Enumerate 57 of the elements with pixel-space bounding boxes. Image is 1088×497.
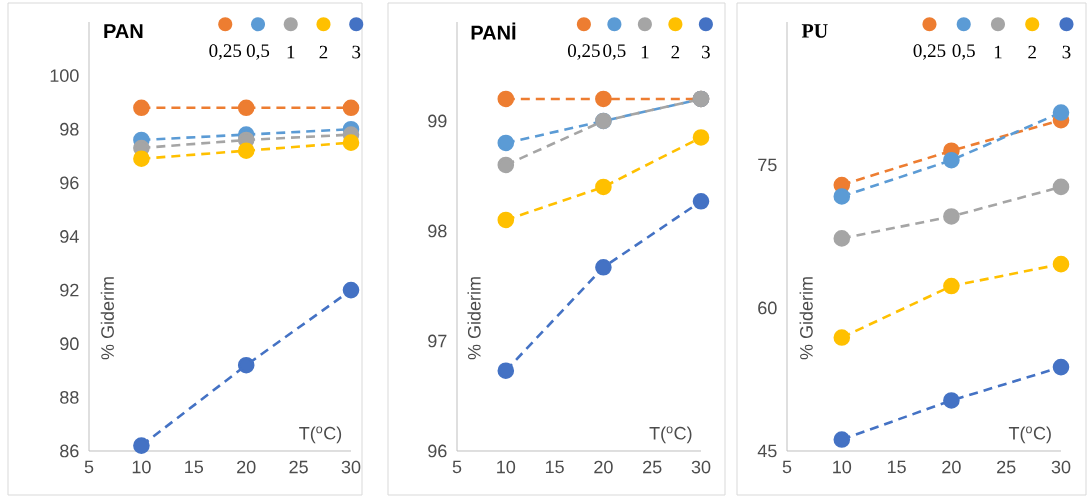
- legend-label: 1: [641, 45, 649, 59]
- legend-label: 1: [287, 45, 295, 59]
- legend-label: 2: [319, 45, 328, 59]
- y-tick-label: 90: [60, 337, 79, 351]
- x-tick-label: 10: [132, 460, 151, 474]
- y-tick-label: 99: [428, 114, 447, 128]
- legend-label: 0,5: [246, 44, 270, 60]
- y-tick-label: 98: [60, 122, 79, 136]
- y-tick-label: 92: [60, 283, 79, 297]
- chart-title: PU: [801, 24, 828, 38]
- x-tick-label: 30: [691, 460, 711, 474]
- legend-label: 1: [994, 45, 1002, 59]
- chart-title: PANİ: [471, 22, 516, 40]
- x-axis-title: T($^{o}$C): [1008, 426, 1051, 444]
- x-tick-label: 25: [643, 460, 662, 474]
- x-tick-label: 15: [545, 460, 564, 474]
- legend-label: 2: [1028, 45, 1036, 59]
- x-tick-label: 5: [452, 460, 462, 474]
- x-tick-label: 20: [942, 460, 961, 474]
- y-tick-label: 98: [428, 224, 447, 238]
- legend-label: 3: [352, 45, 361, 59]
- y-axis-title: % Giderim: [799, 277, 813, 360]
- y-tick-label: 88: [60, 390, 79, 404]
- y-tick-label: 97: [428, 334, 447, 348]
- y-axis-title: % Giderim: [467, 277, 481, 360]
- legend-label: 3: [702, 45, 710, 59]
- y-tick-label: 94: [60, 230, 79, 243]
- x-tick-label: 15: [887, 460, 906, 474]
- x-tick-label: 5: [782, 460, 792, 474]
- x-tick-label: 20: [237, 460, 256, 474]
- y-axis-title: % Giderim: [100, 277, 114, 360]
- y-tick-label: 45: [757, 444, 777, 458]
- y-tick-label: 75: [758, 158, 777, 172]
- y-tick-label: 96: [428, 444, 447, 458]
- legend-label: 0,5: [603, 44, 626, 60]
- x-tick-label: 25: [997, 460, 1016, 474]
- chart-title: PAN: [104, 24, 143, 38]
- legend-label: 0,5: [952, 44, 975, 60]
- x-tick-label: 5: [84, 460, 94, 474]
- legend-label: 0,25: [913, 44, 946, 60]
- x-tick-label: 10: [833, 460, 852, 474]
- x-axis-title: T($^{o}$C): [299, 426, 342, 444]
- legend-label: 0,25: [209, 44, 242, 60]
- x-tick-label: 25: [289, 460, 308, 474]
- y-tick-label: 60: [758, 301, 777, 315]
- x-axis-title: T($^{o}$C): [649, 426, 692, 444]
- legend-label: 0,25: [567, 44, 600, 60]
- legend-label: 2: [671, 45, 680, 59]
- y-tick-label: 100: [50, 69, 79, 82]
- x-tick-label: 15: [185, 460, 204, 474]
- legend-label: 3: [1062, 45, 1071, 59]
- y-tick-label: 86: [60, 444, 79, 458]
- y-tick-label: 96: [60, 176, 79, 190]
- x-tick-label: 20: [594, 460, 613, 474]
- x-tick-label: 10: [497, 460, 516, 474]
- x-tick-label: 30: [341, 460, 361, 474]
- x-tick-label: 30: [1051, 460, 1071, 474]
